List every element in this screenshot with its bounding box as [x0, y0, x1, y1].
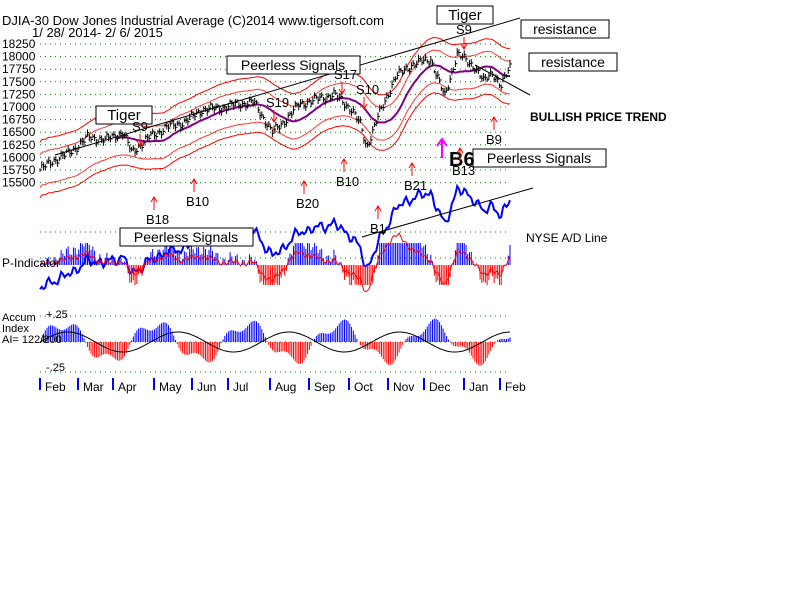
- peerless-label-1: Peerless Signals: [241, 57, 345, 73]
- tiger-label-2: Tiger: [448, 7, 482, 24]
- signal-arrowhead: [190, 178, 198, 185]
- x-tick-label: Jan: [469, 380, 488, 394]
- signal-arrowhead: [360, 103, 368, 110]
- y-tick-label: 17250: [2, 87, 36, 101]
- short-resistance-line: [474, 64, 531, 96]
- upper-resistance-line: [54, 17, 521, 156]
- y-tick-label: 18000: [2, 50, 36, 64]
- signal-arrowhead: [460, 43, 468, 50]
- moving-average-line: [115, 64, 511, 143]
- signal-arrowhead: [408, 162, 416, 169]
- signal-arrowhead: [456, 147, 464, 154]
- ad-line: [39, 183, 511, 291]
- accum-ma: [39, 331, 511, 353]
- ad-support-line: [361, 187, 534, 238]
- p-indicator-ma: [39, 232, 511, 293]
- y-tick-label: 16000: [2, 150, 36, 164]
- x-tick-label: Oct: [354, 380, 373, 394]
- y-tick-label: 15500: [2, 176, 36, 190]
- signal-label: S9: [132, 119, 148, 134]
- signal-arrowhead: [150, 196, 158, 203]
- y-tick-label: 17750: [2, 62, 36, 76]
- signal-label: B21: [404, 178, 427, 193]
- x-tick-label: Jun: [197, 380, 216, 394]
- signal-label: B10: [336, 174, 359, 189]
- price-bars: [39, 48, 512, 172]
- inner-lower-band: [39, 82, 511, 188]
- tiger-box-1: [95, 105, 153, 125]
- accum-label: Accum: [2, 312, 36, 324]
- peerless-box-3: [472, 148, 607, 168]
- x-tick-label: Mar: [83, 380, 104, 394]
- y-tick-label: 16500: [2, 125, 36, 139]
- peerless-label-2: Peerless Signals: [134, 229, 238, 245]
- ad-line-label: NYSE A/D Line: [526, 231, 608, 245]
- chart-title: DJIA-30 Dow Jones Industrial Average (C)…: [2, 13, 384, 28]
- signal-arrowhead: [374, 205, 382, 212]
- signal-label: B20: [296, 196, 319, 211]
- signal-arrowhead: [270, 116, 278, 123]
- signal-label: S9: [456, 22, 472, 37]
- signal-label: B13: [452, 163, 475, 178]
- x-tick-label: Sep: [314, 380, 336, 394]
- peerless-box-2: [119, 227, 254, 247]
- index-label: Index: [2, 323, 29, 335]
- x-tick-label: Jul: [233, 380, 248, 394]
- accum-top-label: +.25: [46, 309, 68, 321]
- accum-index-panel: [39, 318, 511, 366]
- x-axis-months: Feb Mar Apr May Jun Jul Aug Sep Oct Nov Dec Jan Feb: [39, 378, 526, 394]
- x-tick-label: May: [159, 380, 182, 394]
- x-tick-label: Feb: [45, 380, 66, 394]
- b6-label: B6: [449, 149, 475, 171]
- lower-band: [39, 92, 511, 198]
- signal-label: B1: [370, 221, 386, 236]
- y-tick-label: 17500: [2, 75, 36, 89]
- resistance-box-1: [520, 19, 610, 39]
- date-range: 1/ 28/ 2014- 2/ 6/ 2015: [32, 25, 163, 40]
- p-indicator-panel: [39, 232, 511, 293]
- tiger-label-1: Tiger: [107, 107, 141, 124]
- signal-arrowhead: [340, 158, 348, 165]
- signal-arrowhead: [490, 116, 498, 123]
- peerless-label-3: Peerless Signals: [487, 150, 591, 166]
- y-tick-labels: 1825018000177501750017250170001675016500…: [2, 37, 36, 190]
- signal-label: B9: [486, 132, 502, 147]
- bullish-trend-label: BULLISH PRICE TREND: [530, 110, 667, 124]
- y-tick-label: 17000: [2, 100, 36, 114]
- signal-arrowhead: [300, 180, 308, 187]
- y-tick-label: 18250: [2, 37, 36, 51]
- tiger-box-2: [436, 5, 494, 25]
- y-tick-label: 16250: [2, 138, 36, 152]
- signal-label: S19: [266, 95, 289, 110]
- signal-label: B10: [186, 194, 209, 209]
- signal-label: S17: [334, 67, 357, 82]
- y-tick-label: 15750: [2, 163, 36, 177]
- resistance-box-2: [528, 52, 618, 72]
- x-tick-label: Nov: [393, 380, 414, 394]
- signal-label: S10: [356, 82, 379, 97]
- x-tick-label: Apr: [118, 380, 137, 394]
- signal-arrowhead: [136, 140, 144, 147]
- peerless-box-1: [226, 55, 361, 75]
- ad-line-path: [39, 183, 511, 291]
- magenta-arrowhead: [436, 137, 448, 147]
- resistance-label-1: resistance: [533, 21, 597, 37]
- ai-label: AI= 122/200: [2, 334, 62, 346]
- x-tick-label: Feb: [505, 380, 526, 394]
- resistance-label-2: resistance: [541, 54, 605, 70]
- signal-label: B18: [146, 212, 169, 227]
- signal-arrowhead: [338, 88, 346, 95]
- p-indicator-label: P-Indicator: [2, 256, 60, 270]
- x-tick-label: Aug: [275, 380, 296, 394]
- accum-bottom-label: -.25: [46, 362, 65, 374]
- y-tick-label: 16750: [2, 113, 36, 127]
- x-tick-label: Dec: [429, 380, 450, 394]
